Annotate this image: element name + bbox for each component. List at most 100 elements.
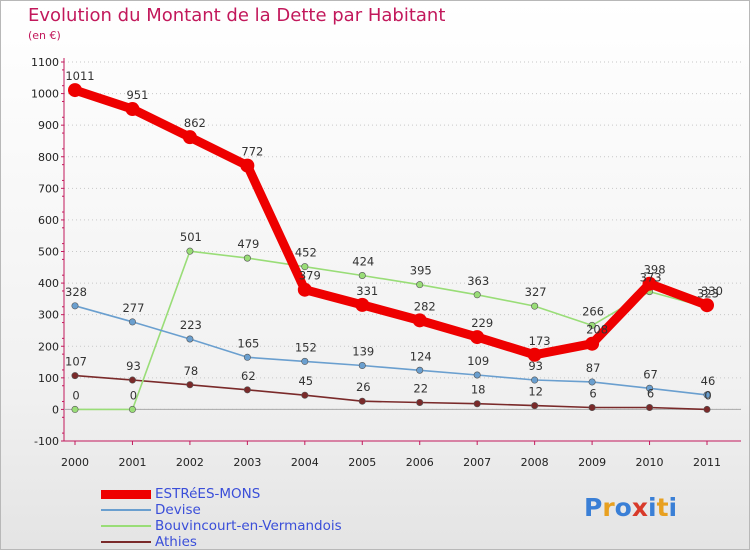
data-point <box>527 347 542 362</box>
data-point <box>71 302 79 310</box>
data-point <box>128 376 136 384</box>
y-tick-label: 1000 <box>31 88 59 101</box>
data-point <box>588 321 596 329</box>
data-label: 87 <box>586 361 601 375</box>
data-point <box>128 318 136 326</box>
legend-label: ESTRéES-MONS <box>155 486 261 502</box>
data-point <box>243 386 251 394</box>
series-line-2 <box>74 250 708 411</box>
data-label: 173 <box>529 334 551 348</box>
data-label: 323 <box>697 286 719 300</box>
y-tick-label: 700 <box>38 182 59 195</box>
legend-swatch <box>101 509 151 511</box>
data-label: 0 <box>704 388 711 402</box>
x-tick-label: 2010 <box>636 456 664 469</box>
data-label: 139 <box>352 345 374 359</box>
data-point <box>240 158 255 173</box>
data-point <box>700 298 714 313</box>
data-point <box>186 335 194 343</box>
data-point <box>416 366 424 374</box>
legend-swatch <box>101 489 151 499</box>
data-label: 398 <box>644 263 666 277</box>
legend-label: Athies <box>155 534 197 550</box>
data-point <box>128 405 136 413</box>
data-point <box>642 276 657 291</box>
data-point <box>243 254 251 262</box>
y-tick-label: -100 <box>34 435 59 448</box>
x-tick-label: 2001 <box>118 456 146 469</box>
data-point <box>703 391 711 399</box>
y-tick-label: 400 <box>38 277 59 290</box>
data-point <box>531 302 539 310</box>
data-label: 424 <box>352 255 374 269</box>
data-label: 501 <box>180 230 202 244</box>
data-point <box>355 297 370 312</box>
data-label: 45 <box>298 374 313 388</box>
data-label: 277 <box>122 301 144 315</box>
data-point <box>71 405 79 413</box>
data-label: 395 <box>410 264 432 278</box>
data-point <box>186 381 194 389</box>
data-point <box>301 391 309 399</box>
y-tick-label: 300 <box>38 309 59 322</box>
data-point <box>358 362 366 370</box>
data-point <box>588 404 596 412</box>
data-label: 18 <box>471 383 486 397</box>
data-label: 772 <box>241 145 263 159</box>
x-tick-label: 2006 <box>406 456 434 469</box>
data-point <box>531 402 539 410</box>
legend-swatch <box>101 525 151 527</box>
data-point <box>301 357 309 365</box>
x-tick-label: 2008 <box>521 456 549 469</box>
data-label: 331 <box>356 284 378 298</box>
data-label: 266 <box>582 304 604 318</box>
data-label: 67 <box>643 367 658 381</box>
data-point <box>646 384 654 392</box>
data-point <box>473 400 481 408</box>
x-tick-label: 2007 <box>463 456 491 469</box>
data-point <box>186 247 194 255</box>
chart-title: Evolution du Montant de la Dette par Hab… <box>28 5 446 26</box>
data-label: 6 <box>647 387 654 401</box>
y-tick-label: 0 <box>52 403 59 416</box>
data-label: 862 <box>184 116 206 130</box>
data-label: 328 <box>65 285 87 299</box>
series-line-0 <box>70 85 712 360</box>
data-label: 26 <box>356 380 371 394</box>
y-tick-label: 1100 <box>31 56 59 69</box>
y-tick-label: 600 <box>38 214 59 227</box>
data-point <box>358 272 366 280</box>
data-point <box>182 130 197 145</box>
x-tick-label: 2009 <box>578 456 606 469</box>
legend-swatch <box>101 541 151 543</box>
data-label: 479 <box>237 237 259 251</box>
data-point <box>412 313 427 328</box>
data-point <box>243 353 251 361</box>
data-label: 282 <box>414 299 436 313</box>
data-label: 152 <box>295 340 317 354</box>
data-label: 78 <box>184 364 199 378</box>
data-point <box>473 371 481 379</box>
data-label: 1011 <box>65 69 94 83</box>
legend-label: Devise <box>155 502 201 518</box>
x-tick-label: 2003 <box>233 456 261 469</box>
data-label: 223 <box>180 318 202 332</box>
data-label: 0 <box>130 388 137 402</box>
data-point <box>125 102 140 117</box>
data-label: 46 <box>701 374 716 388</box>
x-tick-label: 2000 <box>61 456 89 469</box>
x-tick-label: 2005 <box>348 456 376 469</box>
y-tick-label: 500 <box>38 246 59 259</box>
y-tick-label: 100 <box>38 372 59 385</box>
y-tick-label: 200 <box>38 340 59 353</box>
data-label: 12 <box>528 385 543 399</box>
data-label: 229 <box>471 316 493 330</box>
chart-subtitle: (en €) <box>28 29 61 42</box>
data-label: 363 <box>467 274 489 288</box>
data-point <box>473 291 481 299</box>
proxiti-logo: Proxiti <box>584 493 678 522</box>
data-label: 330 <box>701 284 723 298</box>
data-label: 208 <box>586 323 608 337</box>
data-point <box>646 404 654 412</box>
